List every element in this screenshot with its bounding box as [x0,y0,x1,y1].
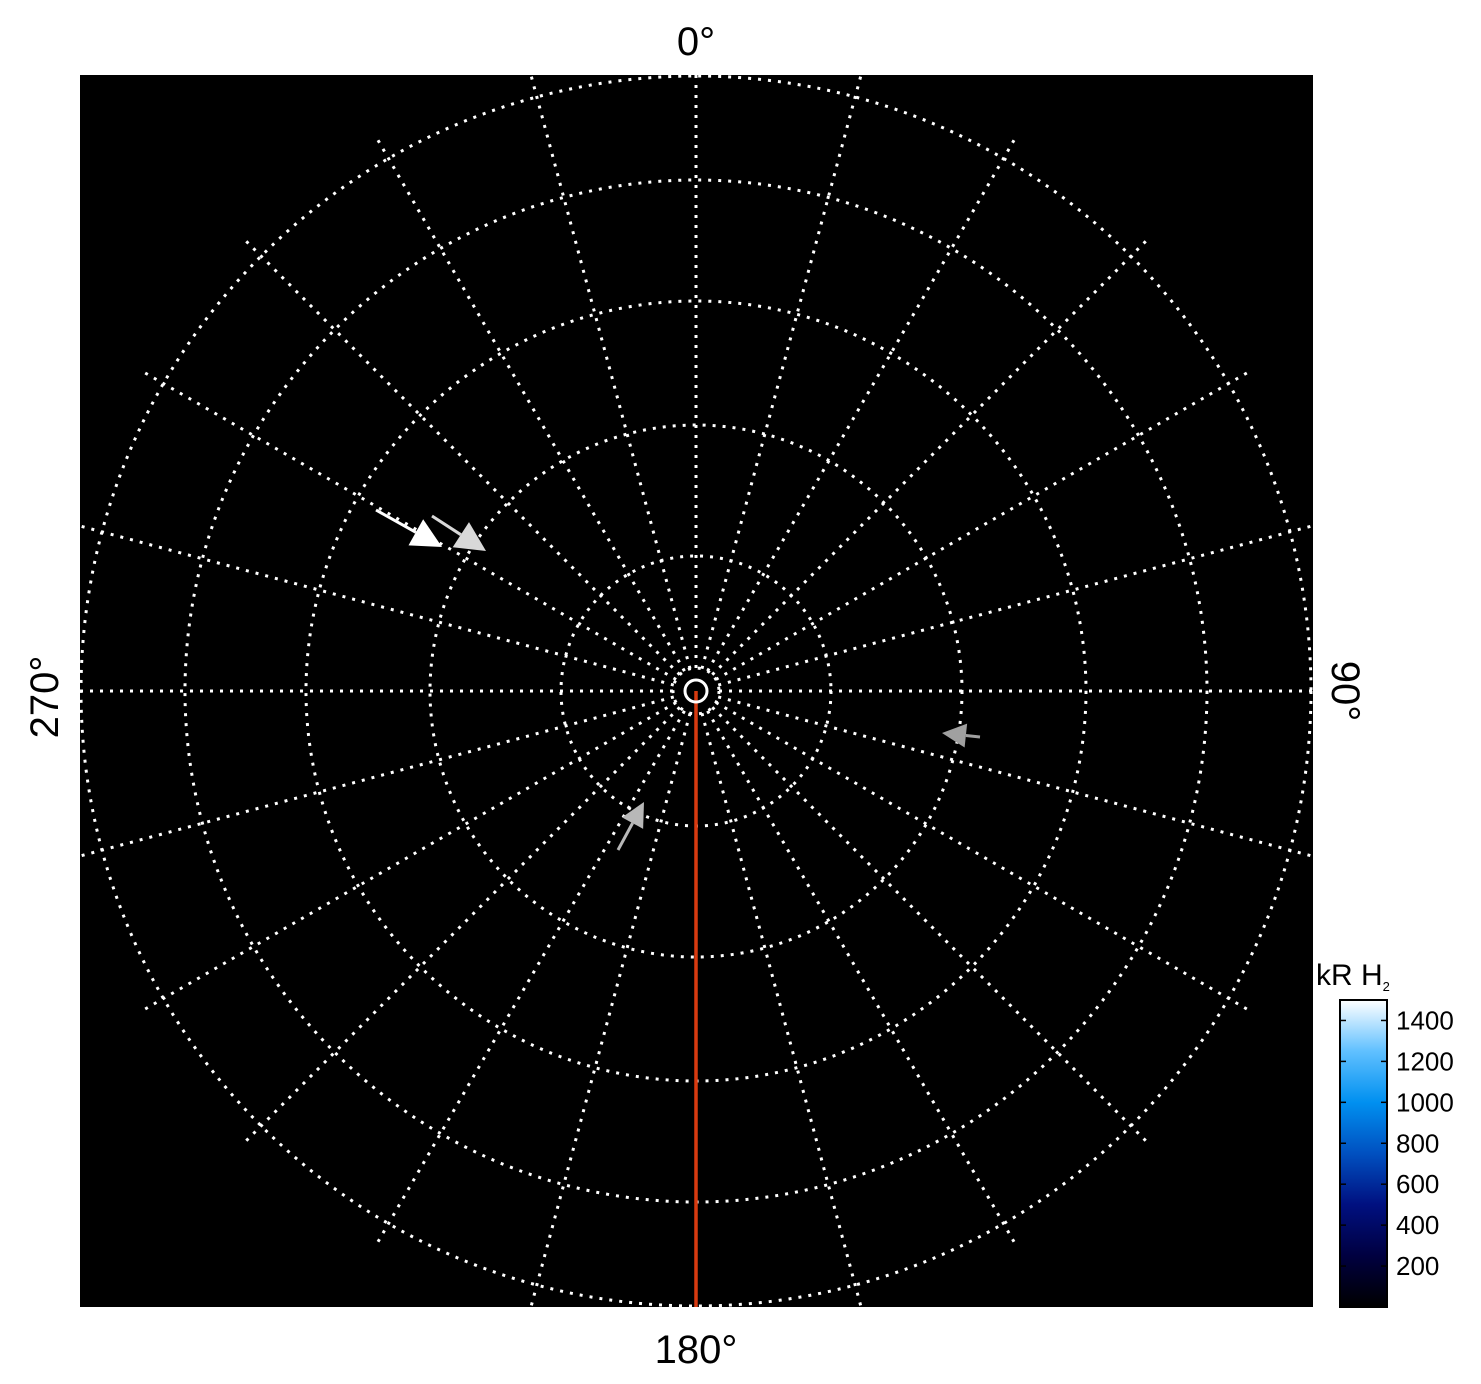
pole-marker [683,678,709,704]
colorbar-gradient [1339,999,1388,1308]
grid-spoke-150 [706,710,1018,1247]
arrows [375,508,981,851]
grid-spoke-255 [80,695,675,858]
grid-spoke-225 [242,706,681,1145]
grid-spoke-345 [529,75,692,670]
label-180-deg: 180° [655,1328,738,1372]
colorbar-tick-label: 400 [1396,1210,1439,1240]
arrow-shaft [375,508,417,534]
colorbar-tick-label: 1400 [1396,1005,1454,1035]
grid-spoke-300 [140,369,677,681]
grid-spoke-285 [80,524,675,687]
arrow-0 [375,508,442,547]
arrow-shaft [616,822,634,851]
arrow-shaft [965,734,981,739]
colorbar-title: kR H2 [1316,959,1390,994]
colorbar-title-subscript: 2 [1383,979,1390,994]
grid-spoke-120 [715,701,1252,1013]
grid-spoke-210 [374,710,686,1247]
label-0-deg: 0° [677,20,715,64]
grid-spoke-60 [715,369,1252,681]
colorbar-tick-label: 800 [1396,1128,1439,1158]
grid-spoke-135 [711,706,1150,1145]
arrow-shaft [431,514,462,536]
colorbar-tick-label: 1000 [1396,1087,1454,1117]
grid-spoke-195 [529,712,692,1307]
label-270-deg: 270° [23,656,67,739]
arrow-head [408,519,442,547]
colorbar-tick-label: 600 [1396,1169,1439,1199]
arrow-2 [942,723,981,748]
colorbar-tick-label: 1200 [1396,1046,1454,1076]
grid-spoke-315 [242,237,681,676]
arrow-head [622,802,644,829]
arrow-head [942,723,968,748]
colorbar: kR H2 200 400 600 800 1000 1200 1400 [1316,959,1454,1308]
label-90-deg: 90° [1323,661,1367,722]
arrow-1 [431,514,486,551]
colorbar-tick-label: 200 [1396,1251,1439,1281]
grid-spoke-75 [717,524,1313,687]
grid-spoke-15 [700,75,863,670]
grid-spoke-330 [374,135,686,672]
grid-spoke-105 [717,695,1313,858]
arrow-3 [616,802,644,851]
grid-spoke-240 [140,701,677,1013]
arrow-head [452,522,486,551]
grid-spoke-165 [700,712,863,1307]
grid-spoke-30 [706,135,1018,672]
grid-spoke-45 [711,237,1150,676]
